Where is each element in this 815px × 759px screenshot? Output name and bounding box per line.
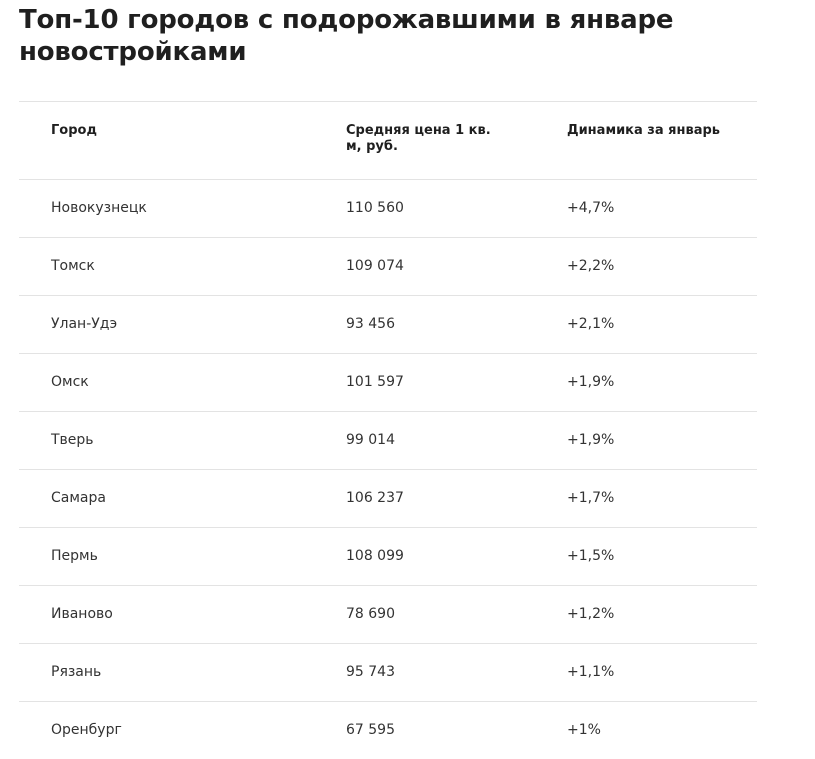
- price-cell: 99 014: [346, 432, 395, 448]
- change-cell: +4,7%: [567, 200, 615, 216]
- city-cell: Самара: [51, 490, 106, 506]
- change-cell: +1,2%: [567, 606, 615, 622]
- change-cell: +1,9%: [567, 374, 615, 390]
- city-cell: Иваново: [51, 606, 113, 622]
- city-cell: Тверь: [51, 432, 94, 448]
- price-cell: 67 595: [346, 722, 395, 738]
- header-city: Город: [51, 123, 97, 138]
- change-cell: +1,1%: [567, 664, 615, 680]
- city-cell: Томск: [51, 258, 95, 274]
- table-row: Улан-Удэ 93 456 +2,1%: [19, 296, 757, 354]
- change-cell: +1,5%: [567, 548, 615, 564]
- price-cell: 93 456: [346, 316, 395, 332]
- table-row: Тверь 99 014 +1,9%: [19, 412, 757, 470]
- table-row: Томск 109 074 +2,2%: [19, 238, 757, 296]
- city-cell: Омск: [51, 374, 89, 390]
- city-cell: Рязань: [51, 664, 102, 680]
- table-row: Оренбург 67 595 +1%: [19, 702, 757, 759]
- table-row: Самара 106 237 +1,7%: [19, 470, 757, 528]
- price-table: Город Средняя цена 1 кв. м, руб. Динамик…: [19, 101, 757, 759]
- table-header-row: Город Средняя цена 1 кв. м, руб. Динамик…: [19, 102, 757, 180]
- table-row: Новокузнецк 110 560 +4,7%: [19, 180, 757, 238]
- change-cell: +2,2%: [567, 258, 615, 274]
- city-cell: Оренбург: [51, 722, 122, 738]
- price-cell: 108 099: [346, 548, 404, 564]
- city-cell: Улан-Удэ: [51, 316, 118, 332]
- table-row: Омск 101 597 +1,9%: [19, 354, 757, 412]
- header-change: Динамика за январь: [567, 123, 721, 138]
- price-cell: 101 597: [346, 374, 404, 390]
- change-cell: +1%: [567, 722, 601, 738]
- price-cell: 110 560: [346, 200, 404, 216]
- change-cell: +2,1%: [567, 316, 615, 332]
- change-cell: +1,9%: [567, 432, 615, 448]
- change-cell: +1,7%: [567, 490, 615, 506]
- header-price: Средняя цена 1 кв. м, руб.: [346, 123, 491, 154]
- price-cell: 106 237: [346, 490, 404, 506]
- price-cell: 95 743: [346, 664, 395, 680]
- city-cell: Пермь: [51, 548, 98, 564]
- table-row: Пермь 108 099 +1,5%: [19, 528, 757, 586]
- price-cell: 78 690: [346, 606, 395, 622]
- page-title: Топ-10 городов с подорожавшими в январе …: [19, 5, 674, 67]
- price-cell: 109 074: [346, 258, 404, 274]
- city-cell: Новокузнецк: [51, 200, 147, 216]
- table-row: Рязань 95 743 +1,1%: [19, 644, 757, 702]
- table-row: Иваново 78 690 +1,2%: [19, 586, 757, 644]
